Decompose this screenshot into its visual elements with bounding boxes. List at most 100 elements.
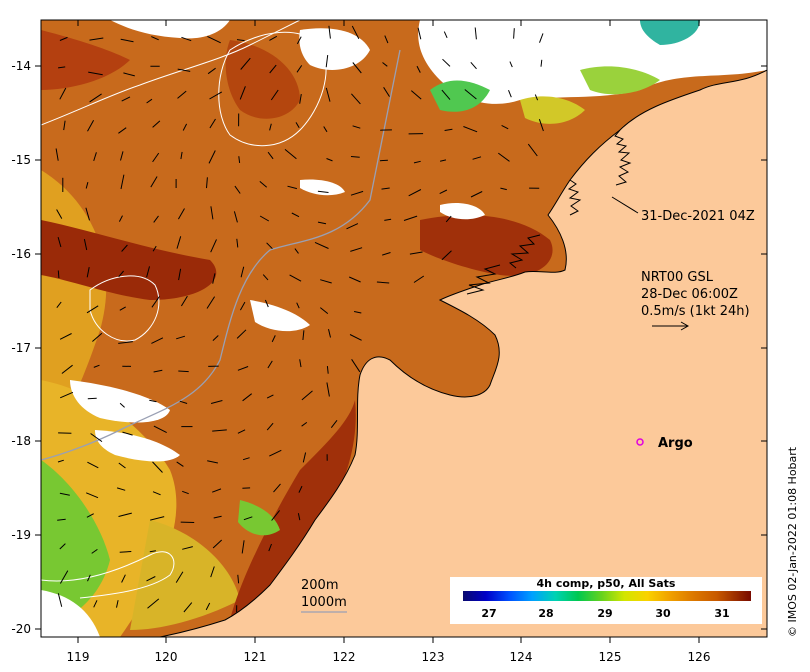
current-vector [89,93,102,103]
current-vector [210,566,215,578]
current-legend-line1: NRT00 GSL [641,270,714,285]
current-vector [273,483,281,493]
current-vector [325,87,331,102]
current-vector [153,425,167,434]
current-vector [183,602,193,613]
current-vector [175,571,184,583]
current-vector [210,400,223,404]
current-vector [208,150,216,164]
current-vector [57,518,66,521]
current-vector [351,93,361,105]
colorbar-gradient [463,591,751,601]
sst-eddy [225,40,300,119]
current-vector [381,187,390,190]
current-vector [57,593,63,607]
current-vector [121,96,131,102]
colorbar-tick-label: 30 [655,607,671,620]
current-vector [119,402,125,408]
current-vector [61,364,73,374]
x-tick-label: 120 [155,650,178,664]
current-vector [152,120,161,128]
current-vector [349,334,362,341]
current-vector [60,391,74,399]
sst-green-north-1 [430,80,490,112]
current-vector [236,329,247,339]
current-vector [325,55,329,68]
current-vector [269,64,277,74]
isobath-eddy [218,31,327,147]
current-vector [509,61,513,68]
isobath-200m-label: 200m [301,578,338,593]
current-vector [239,301,246,311]
current-vector [151,337,164,344]
cloud-north-center [299,28,370,70]
current-vector [539,33,544,43]
current-vector [236,238,239,248]
current-vector [59,570,69,584]
argo-marker [636,438,644,446]
current-vector [269,449,282,457]
current-vector [534,94,539,101]
current-vector [267,360,273,369]
current-vector [302,452,307,463]
sst-hot-north [41,30,130,90]
current-vector [85,207,90,221]
current-vector [118,215,123,222]
current-vector [330,419,338,429]
current-vector [413,275,425,283]
cloud-small-2 [440,203,485,220]
current-vector [409,251,423,255]
current-vector [59,36,68,41]
current-vector [206,177,208,189]
current-vector [212,539,223,549]
sst-green-south [238,500,280,536]
current-vector [146,266,150,278]
current-vector [146,576,156,582]
current-vector [443,31,448,39]
current-vector [351,25,360,40]
isobath-1000m [41,49,401,461]
current-vector [348,276,361,283]
imos-credit: © IMOS 02-Jan-2022 01:08 Hobart [786,446,799,637]
current-vector [474,27,477,40]
current-vector [301,390,313,401]
coastline-detail-1 [614,129,632,186]
current-vector [500,187,507,191]
current-vector [88,71,103,76]
current-vector [238,156,241,163]
current-vector [410,90,422,100]
axis-ticks: 119 120 121 122 123 124 125 126 -14 -15 -16 -17 -18 -… [11,20,767,664]
argo-label: Argo [658,436,693,451]
current-legend-line3: 0.5m/s (1kt 24h) [641,304,750,319]
current-vector [212,335,219,341]
land-australia [159,69,767,637]
current-vector [178,268,182,281]
current-vector [118,512,132,517]
current-vector [179,400,188,404]
current-vector [241,540,245,554]
cloud-north-west [110,20,230,39]
current-vector [151,296,160,308]
current-vector [439,189,448,195]
current-vector [299,94,302,104]
current-vector [269,35,278,41]
current-vector [212,429,227,432]
current-vector [205,602,211,611]
current-vector [176,236,182,249]
current-vector [118,127,127,134]
current-vector [463,126,478,133]
current-vector [408,189,422,197]
cloud-west-2 [95,430,180,462]
isobath-200m-south [41,551,175,599]
current-vector [352,62,362,74]
current-vector [118,462,126,469]
current-vector [87,397,97,400]
current-vector [441,89,451,100]
current-vector [353,311,362,314]
current-vector [287,185,298,190]
y-tick-label: -17 [11,341,31,355]
current-vector [146,98,153,104]
current-vector [178,370,189,373]
current-vector [119,306,126,311]
current-legend-line2: 28-Dec 06:00Z [641,287,738,302]
